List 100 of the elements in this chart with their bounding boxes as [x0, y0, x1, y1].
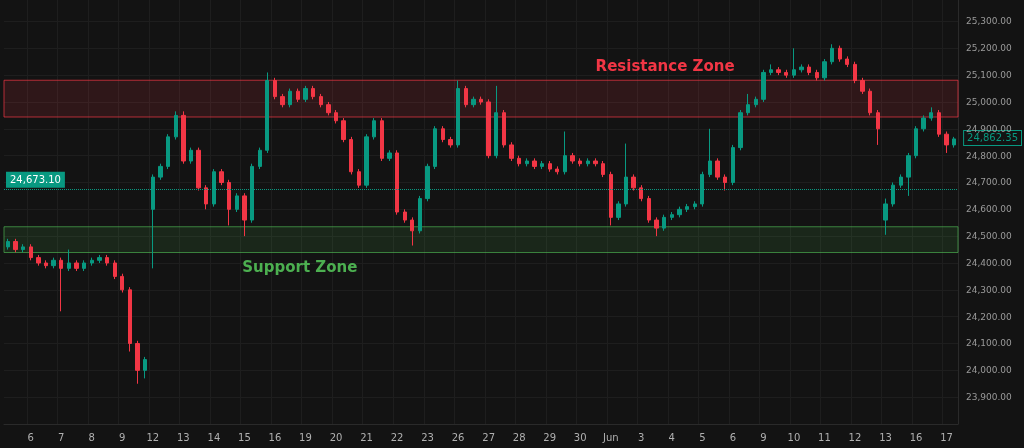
candlestick	[708, 128, 712, 178]
y-tick-label: 25,200.00	[966, 43, 1013, 54]
x-tick-label: 19	[299, 431, 312, 443]
candlestick	[357, 168, 361, 189]
candlestick	[13, 238, 18, 253]
candlestick	[82, 259, 86, 272]
candlestick	[563, 130, 567, 175]
x-tick-label: 21	[360, 431, 373, 443]
x-tick-label: 6	[729, 431, 737, 443]
candlestick	[914, 125, 918, 159]
candlestick	[181, 110, 186, 165]
candlestick	[731, 144, 735, 186]
candlestick	[166, 133, 170, 170]
candlestick	[158, 163, 163, 181]
candlestick	[593, 157, 598, 167]
candlestick	[448, 136, 453, 149]
candlestick	[570, 152, 575, 165]
candlestick	[937, 109, 941, 138]
y-tick-label: 24,600.00	[966, 204, 1013, 215]
candlestick	[67, 249, 71, 272]
candlestick	[860, 77, 865, 95]
x-tick-label: 6	[27, 431, 34, 443]
x-tick-label: 11	[818, 431, 831, 443]
candlestick	[525, 157, 529, 167]
candlestick	[723, 173, 727, 192]
x-tick-label: 17	[940, 431, 953, 443]
candlestick	[464, 85, 468, 108]
candlestick	[44, 259, 48, 269]
candlestick	[540, 160, 544, 170]
candlestick	[59, 257, 63, 312]
candlestick	[74, 259, 79, 272]
candlestick	[441, 125, 445, 143]
candlestick	[631, 173, 636, 192]
y-tick-label: 25,100.00	[966, 70, 1013, 81]
candlestick	[280, 93, 285, 108]
x-tick-label: 16	[909, 431, 923, 443]
x-tick-label: 29	[543, 431, 557, 443]
candlestick	[143, 356, 147, 379]
candlestick	[502, 109, 506, 149]
candlestick	[845, 55, 849, 68]
candlestick	[616, 200, 621, 221]
x-tick-label: 3	[638, 431, 645, 443]
x-tick-label: 8	[88, 431, 95, 443]
candlestick	[380, 117, 384, 162]
candlestick	[303, 85, 308, 103]
candlestick	[929, 106, 933, 122]
candlestick	[319, 93, 323, 108]
candlestick	[120, 273, 124, 294]
x-tick-label: 22	[390, 431, 404, 443]
candlestick	[219, 168, 224, 186]
candlestick	[273, 77, 277, 100]
candlestick	[586, 157, 590, 167]
x-tick-label: 9	[760, 431, 767, 443]
candlestick	[654, 216, 659, 237]
candlestick	[776, 66, 781, 76]
x-tick-label: Jun	[601, 431, 619, 443]
y-tick-label: 24,700.00	[966, 177, 1013, 188]
candlestick	[97, 254, 102, 264]
candlestick	[395, 149, 399, 216]
y-tick-label: 24,300.00	[966, 284, 1013, 295]
candlestick	[258, 147, 262, 170]
x-tick-label: 5	[699, 431, 706, 443]
candlestick	[196, 147, 201, 192]
candlestick	[494, 85, 498, 159]
x-tick-label: 30	[573, 431, 587, 443]
candlestick	[90, 257, 94, 267]
candlestick	[601, 160, 605, 178]
candlestick	[883, 198, 888, 236]
candlestick	[670, 211, 674, 221]
y-tick-label: 24,500.00	[966, 231, 1013, 242]
candlestick	[174, 110, 178, 141]
x-tick-label: 13	[879, 431, 892, 443]
candlestick	[578, 157, 582, 167]
candlestick	[822, 58, 827, 82]
x-tick-label: 20	[329, 431, 343, 443]
candlestick	[235, 192, 239, 213]
candlestick	[387, 149, 392, 162]
y-tick-label: 24,100.00	[966, 338, 1013, 349]
candlestick	[403, 208, 407, 224]
candlestick	[296, 88, 300, 103]
x-tick-label: 7	[58, 431, 65, 443]
text: 24,862.35	[967, 132, 1019, 144]
candlestick	[479, 96, 483, 106]
candlestick	[410, 216, 414, 247]
candlestick	[693, 200, 697, 210]
candlestick	[334, 109, 338, 124]
candlestick	[761, 69, 766, 103]
candlestick	[418, 195, 422, 234]
band-label: Support Zone	[242, 257, 358, 276]
candlestick	[135, 340, 140, 385]
candlestick	[677, 206, 682, 218]
candlestick	[227, 179, 231, 226]
candlestick	[311, 85, 315, 100]
candlestick	[715, 157, 720, 181]
y-tick-label: 25,300.00	[966, 16, 1013, 27]
x-tick-label: 9	[119, 431, 126, 443]
candlestick	[128, 286, 132, 353]
candlestick	[952, 136, 956, 149]
candlestick	[471, 96, 476, 108]
candlestick	[341, 117, 346, 143]
